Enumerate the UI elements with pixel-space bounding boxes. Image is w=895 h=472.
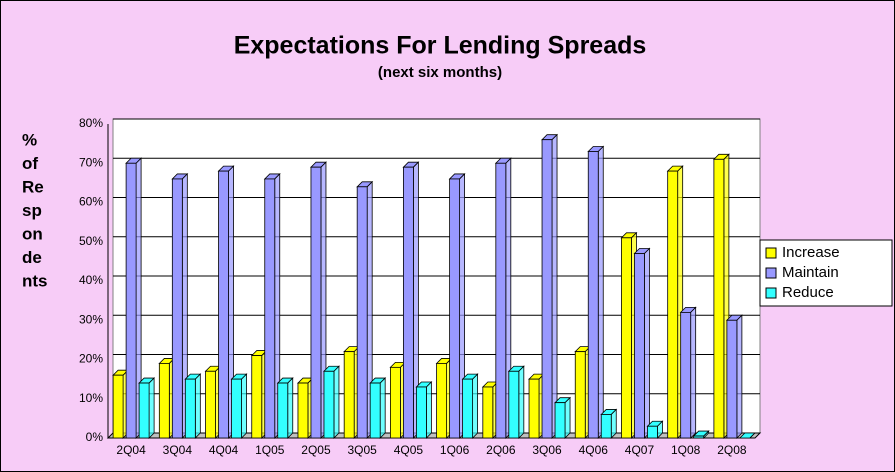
y-tick-label: 80%	[79, 116, 103, 130]
bar	[389, 366, 401, 439]
bar-side	[333, 365, 340, 439]
bar	[528, 378, 540, 439]
x-tick-label: 4Q04	[209, 443, 239, 457]
bar	[218, 170, 229, 439]
bar	[264, 178, 276, 439]
x-tick-label: 4Q05	[394, 443, 424, 457]
x-tick-label: 1Q06	[440, 443, 470, 457]
bar	[415, 386, 427, 439]
y-tick-label: 60%	[79, 195, 103, 209]
x-tick-label: 4Q07	[625, 443, 655, 457]
bar	[713, 158, 725, 439]
bar	[621, 237, 632, 439]
bar	[297, 382, 309, 439]
bar	[436, 363, 448, 439]
y-tick-label: 50%	[79, 234, 103, 248]
bar	[587, 151, 599, 439]
bar	[205, 370, 216, 439]
x-tick-label: 1Q08	[671, 443, 701, 457]
bar	[369, 382, 381, 439]
chart-title: Expectations For Lending Spreads	[234, 32, 647, 60]
x-tick-label: 1Q05	[255, 443, 285, 457]
x-tick-label: 3Q05	[347, 443, 377, 457]
bar-side	[472, 373, 479, 439]
bar	[574, 351, 586, 439]
y-tick-label: 20%	[79, 352, 103, 366]
bar	[647, 425, 658, 439]
bar	[482, 386, 494, 439]
y-axis-label: de	[22, 248, 42, 267]
bar	[680, 311, 692, 439]
y-axis-label: Re	[22, 177, 44, 196]
bar-side	[749, 432, 756, 439]
bar	[231, 378, 242, 439]
bar-side	[551, 133, 558, 439]
bar	[667, 170, 679, 439]
y-axis-label: of	[22, 154, 38, 173]
bar	[554, 402, 566, 439]
bar-side	[194, 373, 201, 439]
y-tick-label: 10%	[79, 391, 103, 405]
bar	[158, 363, 170, 439]
bar-side	[518, 365, 525, 439]
bar	[726, 319, 738, 439]
y-tick-label: 40%	[79, 273, 103, 287]
bar	[495, 162, 507, 439]
bar	[449, 178, 461, 439]
bar	[184, 378, 196, 439]
bar	[323, 370, 335, 439]
x-tick-label: 4Q06	[579, 443, 609, 457]
bar	[508, 370, 520, 439]
bar	[402, 166, 414, 439]
bar	[125, 162, 137, 439]
x-tick-label: 2Q06	[486, 443, 516, 457]
y-axis-label: %	[22, 130, 37, 149]
bar	[112, 374, 124, 439]
legend-label: Reduce	[782, 284, 834, 301]
bar-side	[241, 373, 247, 439]
bar-side	[736, 314, 743, 439]
bar	[251, 355, 263, 439]
bar	[171, 178, 183, 439]
legend	[759, 239, 893, 307]
y-tick-label: 70%	[79, 155, 103, 169]
legend-label: Maintain	[782, 264, 839, 281]
bar-side	[597, 145, 604, 439]
y-tick-label: 0%	[86, 430, 104, 444]
bar	[600, 414, 612, 439]
bar	[541, 139, 553, 439]
bar-side	[564, 396, 571, 439]
y-tick-label: 30%	[79, 312, 103, 326]
chart-subtitle: (next six months)	[378, 64, 502, 81]
bar-side	[379, 377, 386, 439]
bar-side	[425, 381, 432, 439]
legend-swatch	[765, 247, 777, 259]
y-axis-label: on	[22, 224, 43, 243]
x-tick-label: 2Q04	[116, 443, 146, 457]
bar	[343, 351, 355, 439]
x-tick-label: 3Q06	[532, 443, 562, 457]
x-tick-label: 2Q08	[717, 443, 747, 457]
bar	[634, 253, 645, 439]
legend-label: Increase	[782, 244, 840, 261]
bar	[356, 186, 368, 439]
y-axis-label: nts	[22, 271, 48, 290]
bar-side	[610, 408, 617, 439]
bar	[310, 166, 322, 439]
x-tick-label: 2Q05	[301, 443, 331, 457]
bar	[693, 435, 705, 439]
y-axis-label: sp	[22, 201, 42, 220]
bar-side	[644, 247, 650, 439]
bar-side	[287, 377, 294, 439]
bar-side	[148, 377, 155, 439]
bar	[462, 378, 474, 439]
legend-swatch	[765, 287, 777, 299]
bar-side	[690, 306, 697, 439]
x-tick-label: 3Q04	[163, 443, 193, 457]
legend-swatch	[765, 267, 777, 279]
bar	[277, 382, 289, 439]
bar	[138, 382, 150, 439]
